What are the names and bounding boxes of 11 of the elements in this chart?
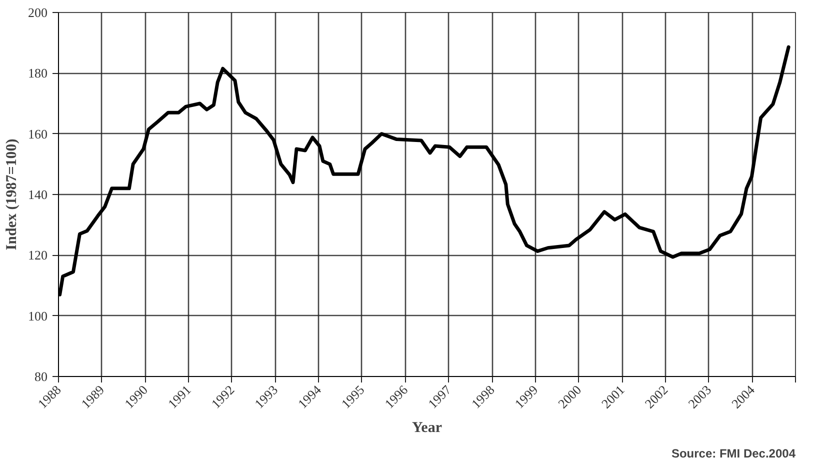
y-tick-label: 180 [28,66,48,81]
x-axis-title: Year [412,420,442,436]
y-tick-label: 160 [28,126,48,142]
x-tick-label: 1991 [164,382,194,412]
y-axis-title: Index (1987=100) [4,138,20,250]
y-tick-label: 120 [28,248,48,263]
y-tick-label: 200 [28,5,48,20]
source-note: Source: FMI Dec.2004 [671,446,796,460]
y-tick-label: 80 [34,369,48,384]
y-tick-label: 140 [28,187,48,202]
y-tick-label: 100 [28,308,48,324]
